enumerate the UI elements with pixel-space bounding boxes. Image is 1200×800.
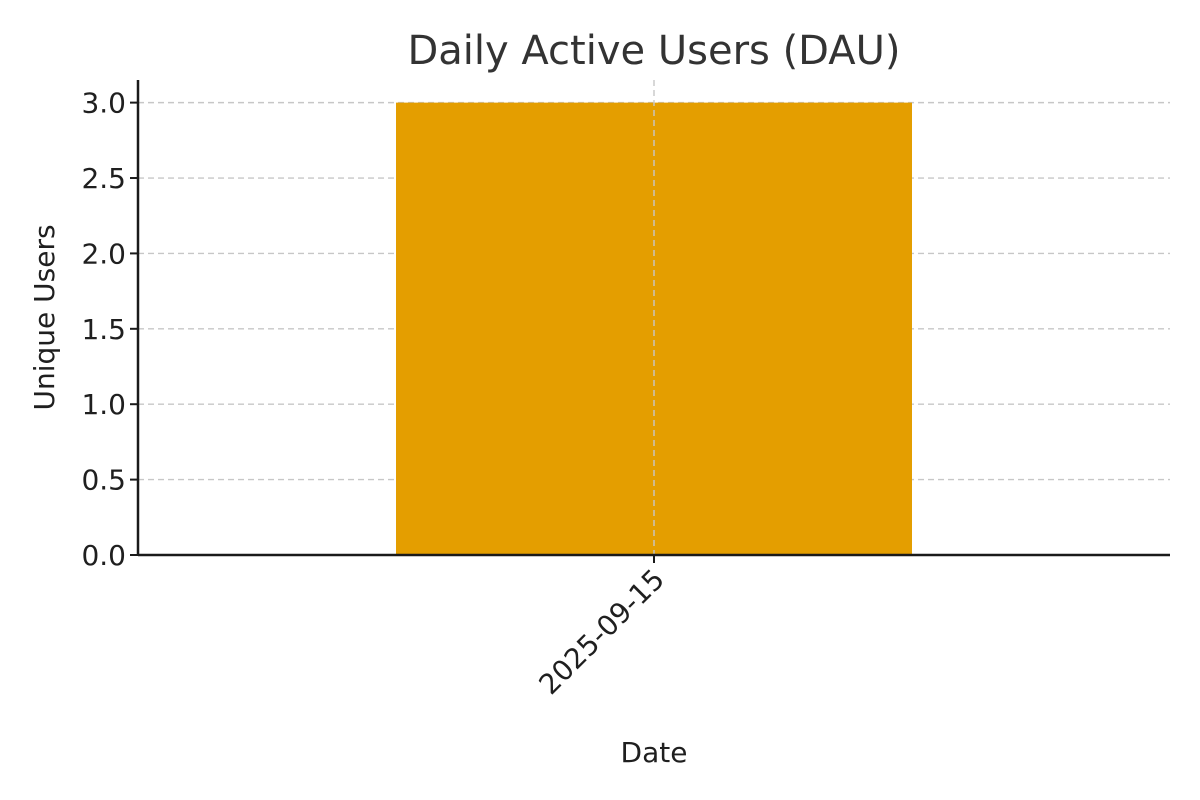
- y-tick-label: 0.0: [81, 539, 126, 572]
- y-axis-label: Unique Users: [28, 224, 61, 410]
- y-tick-label: 3.0: [81, 87, 126, 120]
- x-tick-label: 2025-09-15: [533, 563, 671, 701]
- y-axis-ticks: 0.0 0.5 1.0 1.5 2.0 2.5 3.0: [81, 87, 138, 572]
- x-axis-label: Date: [621, 736, 688, 769]
- y-tick-label: 1.0: [81, 388, 126, 421]
- chart-title: Daily Active Users (DAU): [407, 28, 900, 74]
- y-tick-label: 0.5: [81, 464, 126, 497]
- y-tick-label: 2.5: [81, 162, 126, 195]
- y-tick-label: 1.5: [81, 313, 126, 346]
- bars: [396, 102, 912, 555]
- y-tick-label: 2.0: [81, 237, 126, 270]
- x-axis-ticks: 2025-09-15: [533, 555, 671, 701]
- bar: [396, 102, 912, 555]
